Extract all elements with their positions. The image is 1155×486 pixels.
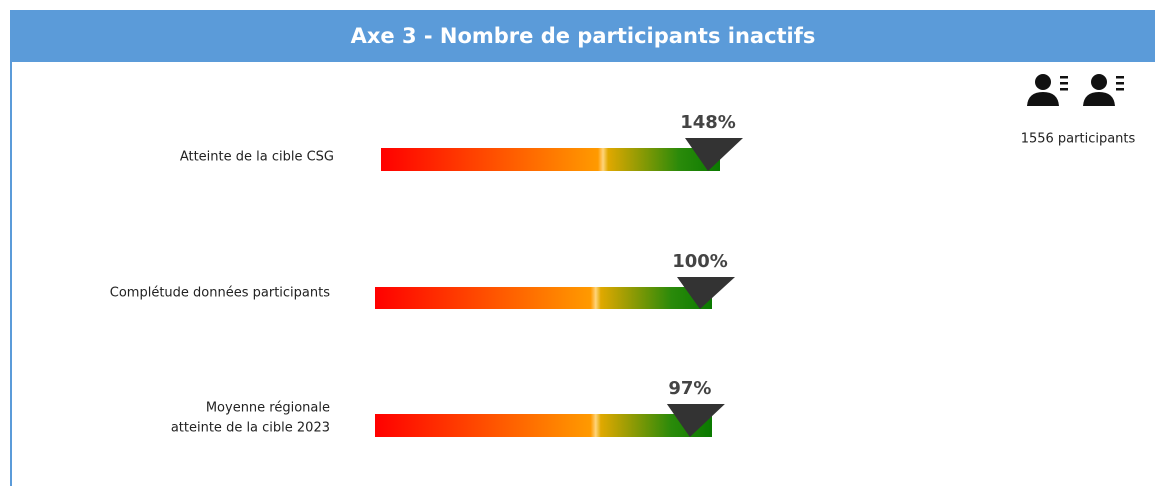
gauge-marker (666, 404, 725, 437)
header-bar (10, 10, 1155, 62)
gauge-label: atteinte de la cible 2023 (171, 421, 330, 436)
header-title: Axe 3 - Nombre de participants inactifs (351, 24, 816, 48)
gauge-value: 148% (680, 112, 736, 133)
gauge-value: 97% (668, 378, 711, 399)
gauge-marker (685, 138, 743, 171)
participants-count: 1556 participants (1021, 132, 1136, 147)
gauge-bar (375, 287, 712, 309)
participants-icon (1027, 74, 1124, 106)
gauge-value: 100% (672, 251, 728, 272)
left-border (10, 62, 12, 486)
gauge-label: Moyenne régionale (206, 401, 330, 416)
gauge-bar (375, 414, 712, 437)
gauge-label: Complétude données participants (110, 286, 330, 301)
gauge-marker (677, 277, 735, 309)
gauge-label: Atteinte de la cible CSG (180, 150, 334, 165)
gauge-bar (381, 148, 720, 171)
